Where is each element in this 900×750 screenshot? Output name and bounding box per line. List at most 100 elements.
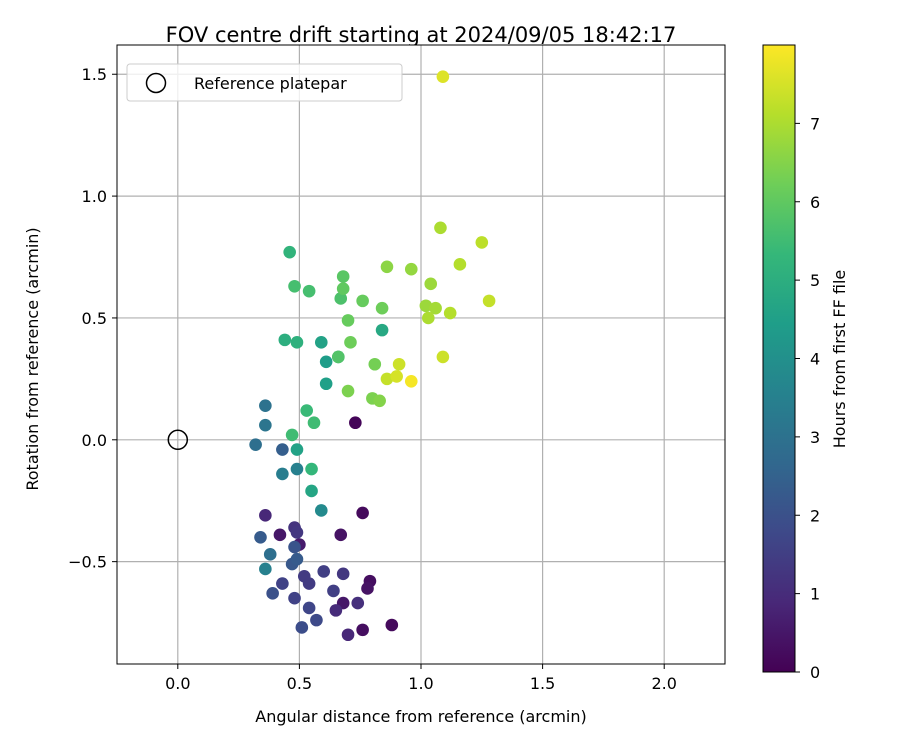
reference-marker	[167, 429, 189, 451]
x-tick-label: 0.0	[165, 674, 190, 693]
data-point	[276, 443, 289, 456]
data-point	[368, 357, 382, 371]
x-tick-label: 1.5	[530, 674, 555, 693]
data-points	[249, 70, 496, 642]
data-point	[288, 279, 301, 293]
reference-marker-group	[167, 429, 189, 451]
data-point	[305, 484, 318, 498]
data-point	[266, 587, 279, 600]
colorbar-scale	[763, 45, 795, 672]
y-tick-label: 0.5	[82, 309, 107, 328]
data-point	[341, 384, 355, 398]
data-point	[285, 428, 299, 442]
data-point	[310, 613, 323, 627]
data-point	[276, 467, 289, 481]
data-point	[307, 416, 321, 430]
colorbar-label: Hours from first FF file	[830, 270, 849, 449]
data-point	[319, 355, 333, 369]
legend-box	[126, 63, 403, 102]
grid	[117, 45, 725, 664]
colorbar-tick-label: 5	[810, 271, 820, 290]
data-point	[290, 336, 304, 349]
x-axis-ticks: 0.0 0.5 1.0 1.5 2.0	[165, 664, 677, 693]
data-point	[429, 301, 442, 315]
data-point	[276, 577, 289, 590]
y-tick-label: 0.0	[82, 431, 107, 450]
data-point	[375, 301, 389, 315]
data-point	[254, 530, 267, 544]
y-tick-label: −0.5	[68, 553, 107, 572]
data-point	[436, 70, 450, 83]
colorbar-tick-label: 3	[810, 428, 820, 447]
data-point	[443, 306, 457, 320]
legend-marker-reference	[145, 72, 167, 94]
data-point	[290, 443, 304, 456]
x-tick-label: 1.0	[408, 674, 433, 693]
data-point	[278, 333, 292, 347]
data-point	[424, 277, 438, 291]
data-point	[349, 416, 362, 430]
data-point	[356, 623, 369, 637]
data-point	[334, 528, 348, 542]
data-point	[404, 262, 418, 276]
colorbar: 0 1 2 3 4 5 6 7 Hours from first FF file	[762, 44, 849, 682]
data-point	[344, 336, 357, 349]
data-point	[351, 596, 365, 610]
data-point	[341, 314, 355, 327]
chart-title: FOV centre drift starting at 2024/09/05 …	[166, 23, 677, 47]
x-axis-label: Angular distance from reference (arcmin)	[255, 707, 586, 726]
data-point	[302, 577, 316, 590]
plot-area: 0.0 0.5 1.0 1.5 2.0 −0.5 0.0 0.5 1.0 1.5	[68, 44, 726, 693]
colorbar-tick-label: 1	[810, 585, 820, 604]
data-point	[421, 311, 435, 325]
data-point	[300, 404, 313, 417]
data-point	[329, 604, 343, 617]
data-point	[263, 548, 277, 561]
colorbar-tick-label: 6	[810, 193, 820, 212]
data-point	[259, 509, 272, 522]
data-point	[259, 562, 272, 576]
data-point	[288, 591, 301, 605]
data-point	[453, 258, 467, 271]
data-point	[319, 377, 333, 391]
colorbar-ticks: 0 1 2 3 4 5 6 7	[795, 114, 820, 682]
data-point	[336, 282, 350, 296]
data-point	[327, 584, 340, 598]
data-point	[404, 375, 418, 388]
colorbar-tick-label: 4	[810, 350, 820, 369]
data-point	[302, 601, 316, 615]
data-point	[380, 260, 394, 274]
data-point	[273, 528, 287, 542]
x-tick-label: 2.0	[651, 674, 676, 693]
data-point	[314, 504, 328, 517]
data-point	[356, 506, 369, 520]
data-point	[283, 245, 296, 259]
data-point	[361, 582, 374, 595]
legend-label-reference: Reference platepar	[194, 74, 347, 93]
data-point	[419, 299, 433, 313]
data-point	[341, 628, 355, 642]
y-tick-label: 1.5	[82, 65, 107, 84]
y-tick-label: 1.0	[82, 187, 107, 206]
colorbar-tick-label: 0	[810, 663, 820, 682]
data-point	[295, 621, 309, 634]
data-point	[290, 526, 304, 539]
legend: Reference platepar	[126, 63, 403, 102]
data-point	[259, 399, 272, 412]
data-point	[332, 350, 345, 364]
data-point	[288, 540, 301, 554]
data-point	[373, 394, 386, 408]
data-point	[336, 270, 350, 283]
colorbar-tick-label: 7	[810, 114, 820, 133]
data-point	[436, 350, 450, 364]
data-point	[390, 370, 403, 383]
data-point	[314, 336, 328, 349]
data-point	[385, 618, 399, 632]
data-point	[380, 372, 394, 386]
y-axis-label: Rotation from reference (arcmin)	[23, 227, 42, 490]
data-point	[375, 323, 389, 337]
data-point	[290, 462, 304, 476]
data-point	[249, 438, 262, 451]
x-tick-label: 0.5	[287, 674, 312, 693]
